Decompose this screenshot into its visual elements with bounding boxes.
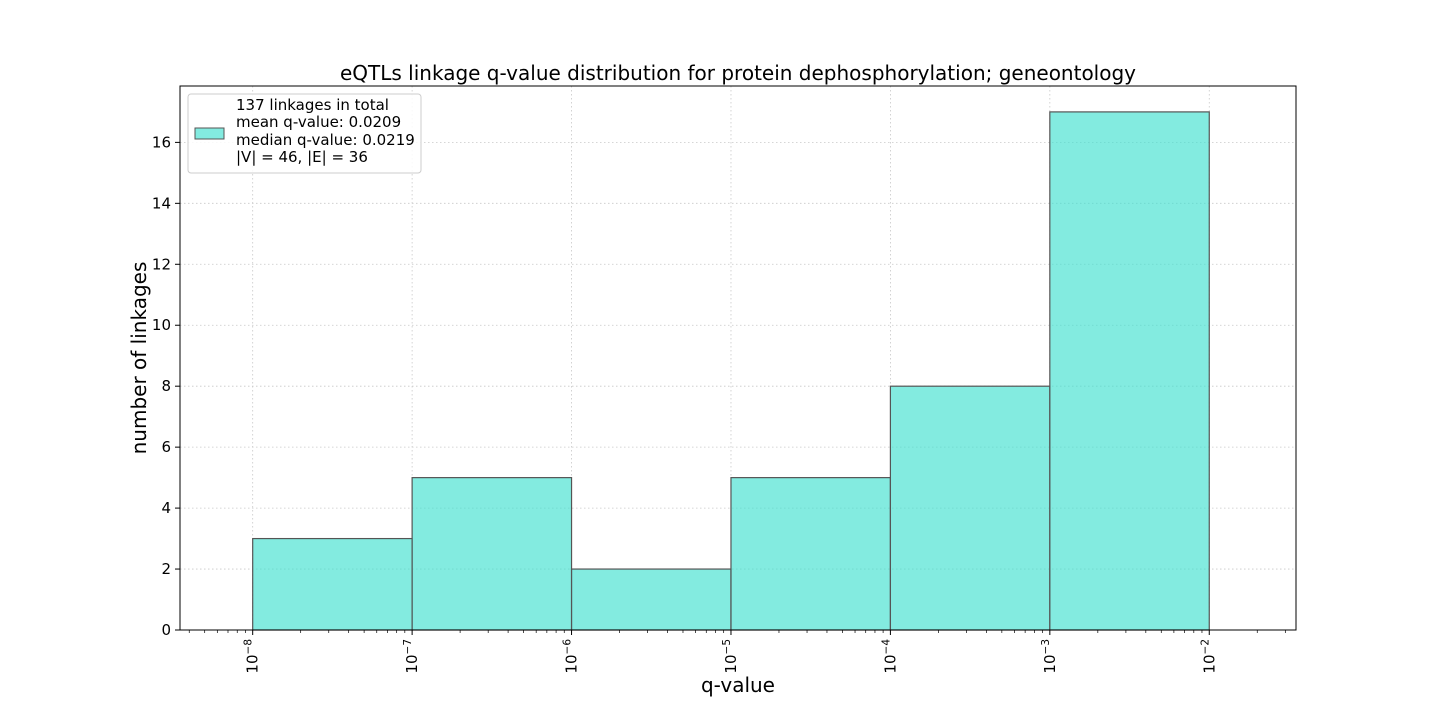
x-tick-exponent: −3	[1040, 639, 1052, 654]
x-tick-base: 10	[563, 654, 581, 673]
x-tick-exponent: −8	[243, 639, 255, 654]
y-tick-label: 14	[152, 194, 171, 212]
legend-line: |V| = 46, |E| = 36	[236, 148, 368, 166]
y-tick-label: 2	[161, 560, 171, 578]
x-tick-label: 10−7	[402, 639, 421, 674]
chart-title: eQTLs linkage q-value distribution for p…	[340, 61, 1136, 85]
histogram-bar	[730, 477, 892, 631]
y-tick-label: 12	[152, 255, 171, 273]
x-tick-label: 10−5	[721, 639, 740, 674]
x-tick-exponent: −2	[1199, 639, 1211, 654]
x-axis-title: q-value	[701, 673, 775, 697]
x-tick-base: 10	[881, 654, 899, 673]
x-tick-label: 10−8	[243, 639, 262, 674]
plot-frame	[179, 85, 1297, 631]
y-tick-label: 4	[161, 499, 171, 517]
x-tick-label: 10−2	[1199, 639, 1218, 674]
histogram-bar	[570, 568, 732, 631]
x-tick-exponent: −5	[721, 639, 733, 654]
histogram-bar	[411, 477, 573, 631]
y-axis-title: number of linkages	[127, 262, 151, 455]
x-tick-exponent: −4	[880, 639, 892, 655]
x-tick-base: 10	[722, 654, 740, 673]
x-tick-label: 10−4	[880, 639, 899, 674]
y-tick-label: 8	[161, 377, 171, 395]
legend: 137 linkages in total mean q-value: 0.02…	[187, 93, 422, 174]
legend-line: mean q-value: 0.0209	[236, 113, 401, 131]
legend-line: 137 linkages in total	[236, 96, 389, 114]
x-tick-label: 10−3	[1040, 639, 1059, 674]
x-tick-base: 10	[244, 654, 262, 673]
y-axis: 0 2 4 6 8 10 12 14 16	[152, 133, 180, 639]
x-tick-base: 10	[403, 654, 421, 673]
y-tick-label: 0	[161, 621, 171, 639]
y-tick-label: 16	[152, 133, 171, 151]
x-tick-label: 10−6	[562, 639, 581, 674]
histogram-bar	[889, 385, 1051, 631]
x-axis: 10−810−710−610−510−410−310−2	[188, 630, 1286, 674]
histogram-bar	[252, 537, 413, 631]
x-tick-base: 10	[1200, 654, 1218, 673]
legend-line: median q-value: 0.0219	[236, 131, 415, 149]
histogram-bars	[252, 111, 1210, 631]
x-tick-base: 10	[1041, 654, 1059, 673]
legend-swatch	[194, 127, 225, 140]
y-tick-label: 10	[152, 316, 171, 334]
histogram-bar	[1049, 111, 1210, 631]
x-tick-exponent: −6	[562, 639, 574, 655]
y-tick-label: 6	[161, 438, 171, 456]
legend-box	[187, 93, 422, 174]
x-tick-exponent: −7	[402, 639, 414, 654]
